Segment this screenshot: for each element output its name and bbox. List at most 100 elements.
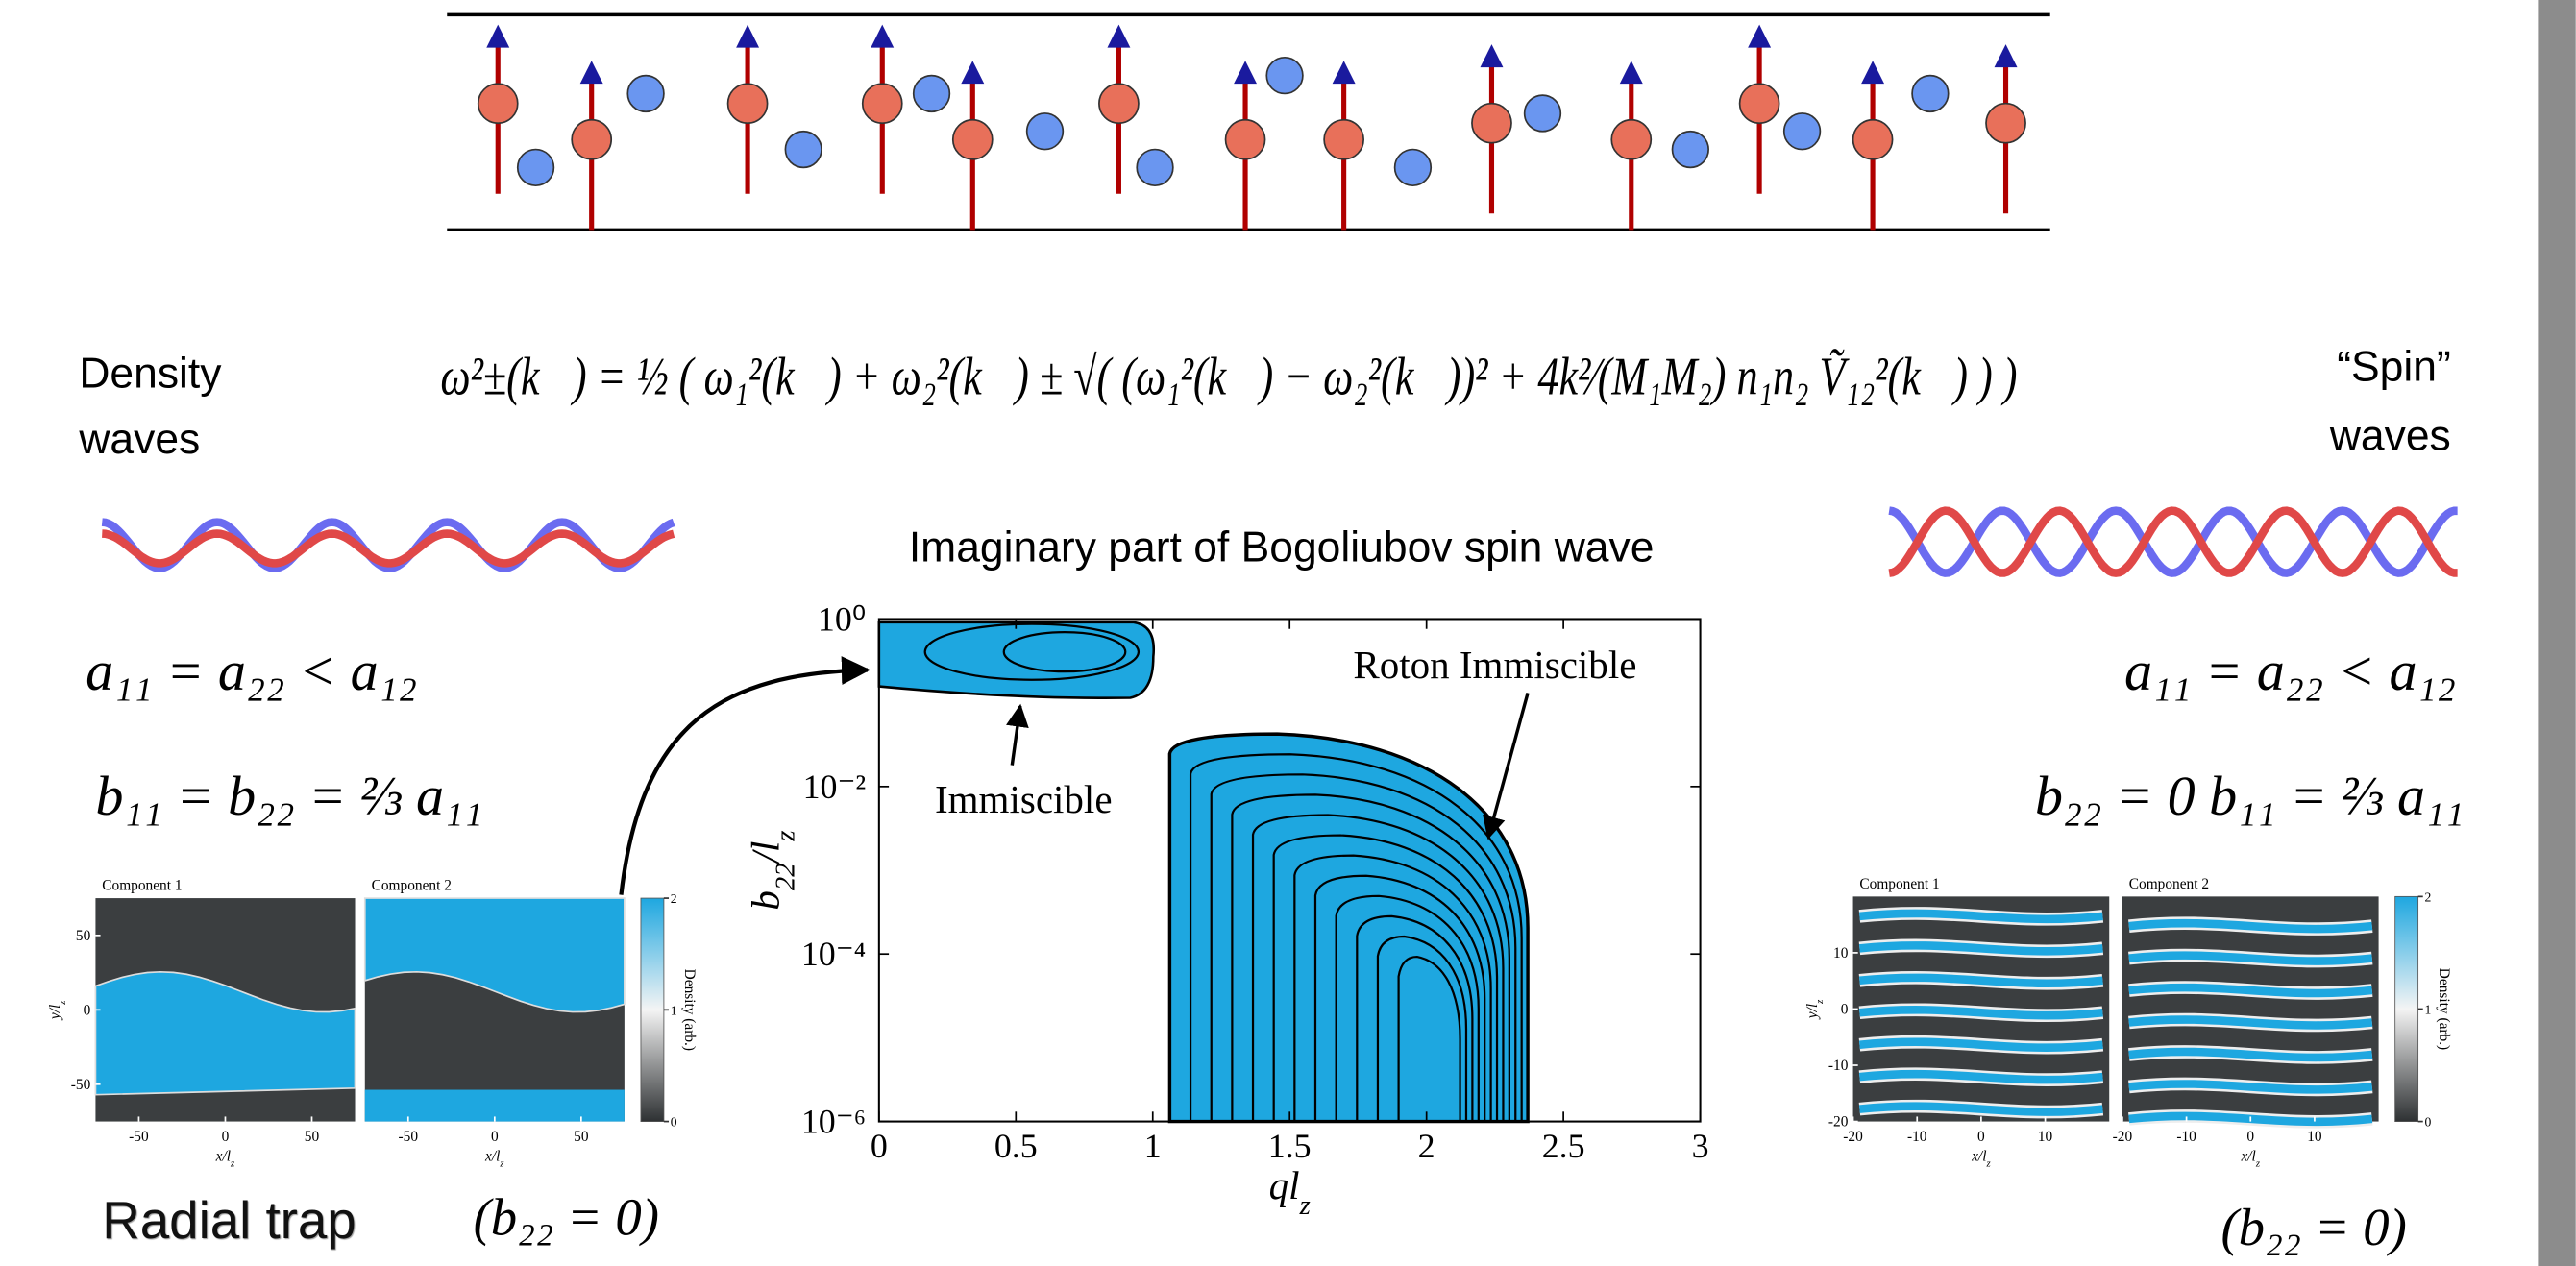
y-axis-label-part: z — [57, 1000, 68, 1006]
contour — [1335, 894, 1480, 1122]
spin-head — [871, 24, 895, 48]
y-tick-label: 50 — [76, 928, 91, 944]
blue-atom — [1025, 112, 1065, 151]
x-tick-label: 2.5 — [1542, 1127, 1585, 1165]
red-atom — [951, 118, 994, 160]
x-tick-label: 50 — [305, 1129, 320, 1145]
spin-head — [579, 61, 603, 85]
colorbar-tick-label: 2 — [2424, 889, 2431, 904]
wave-sketches — [101, 506, 2458, 577]
blue-atom — [912, 74, 951, 113]
x-axis-label-part: x/l — [215, 1149, 231, 1165]
contour — [1251, 814, 1505, 1122]
y-axis-label: b22/lz — [744, 830, 801, 910]
blue-atom — [1782, 112, 1822, 151]
red-atom — [1852, 118, 1894, 160]
stripe — [2128, 1047, 2373, 1062]
spin-head — [1107, 24, 1131, 48]
stripe — [1858, 1037, 2103, 1052]
x-axis-label: x/lz — [215, 1149, 235, 1170]
contour — [1313, 874, 1486, 1122]
density-band — [364, 1089, 625, 1122]
x-tick-label: -10 — [2176, 1129, 2196, 1145]
condition: (b₂₂ = 0) — [474, 1188, 659, 1247]
blue-atom — [1523, 94, 1562, 133]
annotation: Immiscible — [935, 777, 1113, 821]
red-atom — [1471, 102, 1512, 144]
right-heading: waves — [2329, 412, 2451, 459]
spin-head — [1861, 61, 1885, 85]
stripe — [1858, 1102, 2103, 1116]
x-tick-label: 1 — [1144, 1127, 1162, 1165]
x-tick-label: -50 — [399, 1129, 419, 1145]
x-tick-label: -50 — [129, 1129, 149, 1145]
y-tick-label: 10⁻⁴ — [801, 935, 866, 973]
y-tick-label: 10⁻² — [803, 767, 867, 806]
y-axis-label-part: 22 — [771, 863, 801, 890]
y-axis-label-part: z — [1814, 999, 1826, 1005]
blue-atom — [1136, 148, 1174, 187]
stripe — [2128, 951, 2373, 965]
x-axis-label-part: x/l — [484, 1149, 500, 1165]
equation: ω²±(k⃗) = ½ ( ω₁²(k⃗) + ω₂²(k⃗) ± √( (ω₁… — [440, 347, 2017, 406]
x-tick-label: 0 — [2246, 1129, 2254, 1145]
x-tick-label: 0.5 — [994, 1127, 1038, 1165]
wave — [102, 529, 675, 568]
colorbar-tick-label: 0 — [2424, 1115, 2431, 1130]
y-tick-label: 10⁰ — [818, 599, 866, 638]
spin-head — [736, 24, 760, 48]
atoms — [477, 24, 2026, 231]
roton-region — [1167, 732, 1530, 1124]
x-axis-label: x/lz — [2240, 1149, 2260, 1170]
colorbar — [640, 897, 665, 1122]
colorbar-tick-label: 2 — [671, 891, 677, 906]
contour — [1231, 793, 1510, 1122]
annotation: Roton Immiscible — [1353, 643, 1636, 687]
y-axis-label-part: b — [744, 890, 788, 911]
contour — [1293, 854, 1492, 1122]
y-axis-label-part: y/l — [1804, 1004, 1821, 1020]
x-axis-label-part: z — [230, 1158, 235, 1170]
left-eq-a: a₁₁ = a₂₂ < a₁₂ — [86, 640, 417, 702]
x-tick-label: 1.5 — [1268, 1127, 1312, 1165]
density-band — [363, 897, 626, 1013]
contour — [1189, 753, 1523, 1122]
x-tick-label: 3 — [1692, 1127, 1709, 1165]
right-heading: “Spin” — [2337, 344, 2451, 391]
stripe — [2128, 918, 2373, 934]
stripe — [2128, 983, 2373, 998]
x-tick-label: -20 — [2113, 1129, 2133, 1145]
wave — [1888, 506, 2458, 577]
condition: (b₂₂ = 0) — [2220, 1198, 2406, 1256]
panel-title: Component 2 — [372, 878, 452, 894]
red-atom — [1738, 83, 1780, 125]
spin-head — [1748, 24, 1772, 48]
x-axis-label-part: ql — [1269, 1163, 1300, 1207]
x-tick-label: 10 — [2307, 1129, 2322, 1145]
panel-title: Component 1 — [102, 878, 182, 894]
side-bar — [2538, 0, 2576, 1266]
y-tick-label: 0 — [84, 1002, 91, 1018]
contour — [1272, 834, 1499, 1122]
panel-title: Component 2 — [2129, 876, 2209, 892]
right-eq-a: a₁₁ = a₂₂ < a₁₂ — [2124, 640, 2456, 702]
link-arrow — [619, 656, 871, 895]
colorbar-tick-label: 0 — [671, 1115, 677, 1130]
colorbar — [2394, 895, 2419, 1122]
spin-head — [1619, 61, 1643, 85]
plot-title: Imaginary part of Bogoliubov spin wave — [909, 524, 1655, 572]
y-tick-label: 10⁻⁶ — [801, 1103, 866, 1141]
x-tick-label: 50 — [574, 1129, 589, 1145]
contour — [1210, 773, 1517, 1122]
y-tick-label: -20 — [1828, 1114, 1849, 1131]
x-axis-label-part: z — [499, 1158, 504, 1170]
x-tick-label: -20 — [1843, 1129, 1863, 1145]
red-atom — [571, 118, 613, 160]
spin-head — [1994, 44, 2018, 68]
blue-atom — [516, 148, 555, 187]
stripe — [1858, 1006, 2103, 1020]
